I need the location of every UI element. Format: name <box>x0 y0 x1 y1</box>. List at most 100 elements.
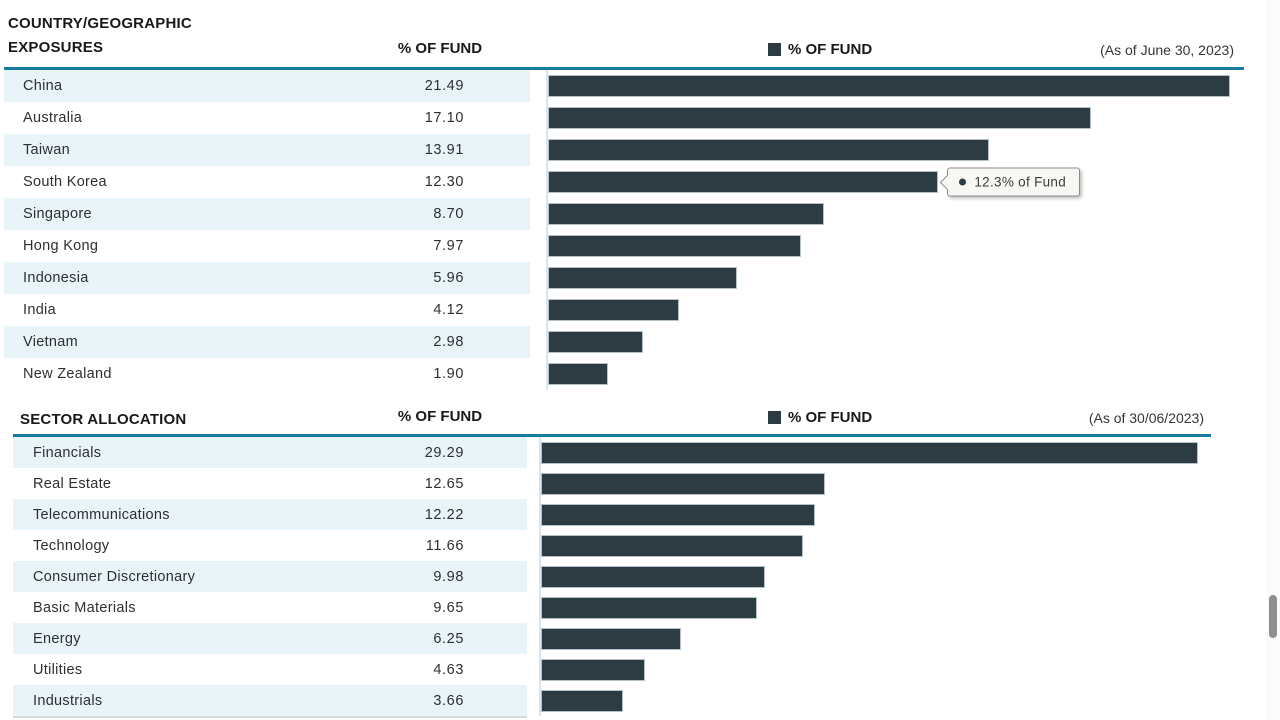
table-row: Singapore 8.70 <box>4 198 530 230</box>
row-label: Hong Kong <box>23 238 99 254</box>
tooltip-dot-icon <box>959 178 967 186</box>
country-chart-axis-line <box>546 70 548 390</box>
bar-real-estate[interactable] <box>541 472 825 495</box>
row-value: 12.30 <box>424 174 464 190</box>
table-row: Real Estate 12.65 <box>13 468 527 499</box>
bar-singapore[interactable] <box>548 203 825 225</box>
table-row: Energy 6.25 <box>13 623 527 654</box>
legend-swatch-icon <box>768 43 781 56</box>
row-value: 8.70 <box>433 206 464 222</box>
scrollbar-thumb[interactable] <box>1269 595 1277 638</box>
row-label: Australia <box>23 110 83 126</box>
table-row: Indonesia 5.96 <box>4 262 530 294</box>
tooltip-text: 12.3% of Fund <box>974 174 1067 190</box>
row-label: Vietnam <box>23 334 79 350</box>
table-row: Hong Kong 7.97 <box>4 230 530 262</box>
row-value: 9.65 <box>433 599 464 616</box>
table-row: India 4.12 <box>4 294 530 326</box>
chart-tooltip: 12.3% of Fund <box>947 167 1081 197</box>
table-row: China 21.49 <box>4 70 530 102</box>
sector-legend-label: % OF FUND <box>788 409 873 426</box>
row-value: 5.96 <box>433 270 464 286</box>
sector-col-header: % OF FUND <box>397 408 483 425</box>
bar-china[interactable] <box>548 75 1230 97</box>
row-label: Singapore <box>23 206 92 222</box>
row-value: 13.91 <box>424 142 464 158</box>
table-row: Consumer Discretionary 9.98 <box>13 561 527 592</box>
bar-south-korea[interactable] <box>548 171 939 193</box>
table-row: Vietnam 2.98 <box>4 326 530 358</box>
row-label: Basic Materials <box>33 599 136 616</box>
legend-swatch-icon <box>768 411 781 424</box>
bar-telecommunications[interactable] <box>541 503 816 526</box>
bar-new-zealand[interactable] <box>548 363 609 385</box>
row-value: 4.12 <box>433 302 464 318</box>
row-value: 2.98 <box>433 334 464 350</box>
sector-chart-legend: % OF FUND <box>768 409 872 426</box>
bar-technology[interactable] <box>541 534 803 557</box>
row-label: India <box>23 302 56 318</box>
bar-vietnam[interactable] <box>548 331 643 353</box>
sector-as-of-date: (As of 30/06/2023) <box>1088 410 1204 426</box>
row-label: Indonesia <box>23 270 89 286</box>
row-label: Utilities <box>33 661 83 678</box>
sector-table: Financials 29.29 Real Estate 12.65 Telecommu… <box>13 437 527 716</box>
sector-header-rule <box>13 434 1211 437</box>
country-title-line1: COUNTRY/GEOGRAPHIC <box>8 15 192 32</box>
table-row: Australia 17.10 <box>4 102 530 134</box>
row-value: 17.10 <box>424 110 464 126</box>
table-row: Industrials 3.66 <box>13 685 527 716</box>
sector-table-bottom-rule <box>13 716 527 718</box>
bar-basic-materials[interactable] <box>541 596 758 619</box>
row-value: 11.66 <box>425 537 464 554</box>
sector-chart-axis-line <box>539 437 541 716</box>
country-bar-chart: 12.3% of Fund <box>546 70 1230 390</box>
table-row: Financials 29.29 <box>13 437 527 468</box>
row-value: 12.22 <box>424 506 464 523</box>
country-section-title: COUNTRY/GEOGRAPHIC EXPOSURES <box>8 12 192 60</box>
row-value: 4.63 <box>433 661 464 678</box>
row-label: Consumer Discretionary <box>33 568 196 585</box>
bar-energy[interactable] <box>541 627 682 650</box>
row-label: China <box>23 78 63 94</box>
sector-section-title: SECTOR ALLOCATION <box>20 411 187 428</box>
row-label: Telecommunications <box>33 506 170 523</box>
country-legend-label: % OF FUND <box>788 41 873 58</box>
bar-industrials[interactable] <box>541 689 624 712</box>
table-row: Technology 11.66 <box>13 530 527 561</box>
country-col-header: % OF FUND <box>397 40 483 57</box>
table-row: Utilities 4.63 <box>13 654 527 685</box>
row-value: 6.25 <box>433 630 464 647</box>
row-label: Technology <box>33 537 110 554</box>
row-label: Taiwan <box>23 142 70 158</box>
table-row: New Zealand 1.90 <box>4 358 530 390</box>
bar-india[interactable] <box>548 299 679 321</box>
row-label: Energy <box>33 630 81 647</box>
table-row: Telecommunications 12.22 <box>13 499 527 530</box>
row-value: 1.90 <box>433 366 464 382</box>
row-label: Industrials <box>33 692 103 709</box>
row-value: 29.29 <box>424 444 464 461</box>
row-label: South Korea <box>23 174 107 190</box>
country-title-line2: EXPOSURES <box>8 39 104 56</box>
bar-consumer-discretionary[interactable] <box>541 565 765 588</box>
table-row: Basic Materials 9.65 <box>13 592 527 623</box>
bar-utilities[interactable] <box>541 658 645 681</box>
row-label: New Zealand <box>23 366 112 382</box>
bar-financials[interactable] <box>541 441 1198 464</box>
row-value: 12.65 <box>424 475 464 492</box>
row-value: 7.97 <box>433 238 464 254</box>
country-header-rule <box>4 67 1244 70</box>
row-label: Financials <box>33 444 102 461</box>
row-value: 9.98 <box>433 568 464 585</box>
scrollbar-track[interactable] <box>1267 0 1280 720</box>
country-chart-legend: % OF FUND <box>768 41 872 58</box>
table-row: Taiwan 13.91 <box>4 134 530 166</box>
sector-bar-chart <box>539 437 1198 716</box>
row-label: Real Estate <box>33 475 112 492</box>
row-value: 21.49 <box>424 78 464 94</box>
bar-indonesia[interactable] <box>548 267 738 289</box>
bar-australia[interactable] <box>548 107 1091 129</box>
bar-taiwan[interactable] <box>548 139 990 161</box>
bar-hong-kong[interactable] <box>548 235 801 257</box>
